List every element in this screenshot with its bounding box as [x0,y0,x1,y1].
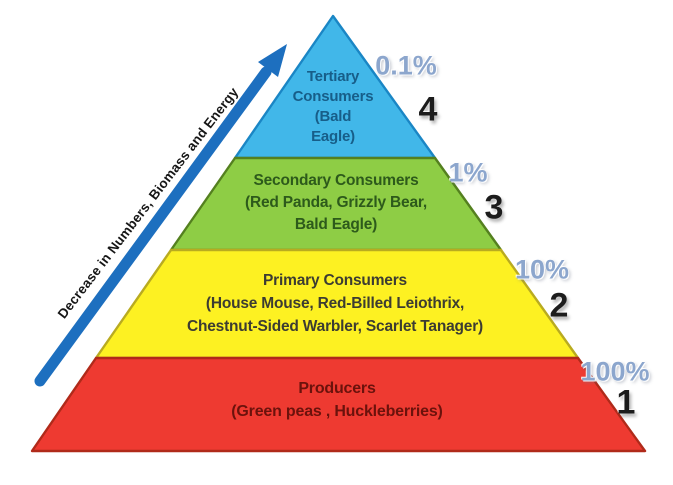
level-shape-producers [30,356,647,453]
percent-label-secondary-consumers: 1% [448,157,488,188]
percent-label-tertiary-consumers: 0.1% [375,50,437,81]
level-label-primary-consumers: Primary Consumers (House Mouse, Red-Bill… [186,272,484,335]
decrease-arrow-shaft [34,66,272,387]
rank-number-secondary-consumers: 3 [484,188,504,227]
level-label-tertiary-consumers: Tertiary Consumers (Bald Eagle) [292,68,374,145]
level-label-producers: Producers (Green peas , Huckleberries) [231,380,443,420]
decrease-arrow-head [258,44,287,77]
rank-number-tertiary-consumers: 4 [418,90,438,129]
rank-number-primary-consumers: 2 [549,286,569,325]
level-label-secondary-consumers: Secondary Consumers (Red Panda, Grizzly … [245,172,427,233]
rank-number-producers: 1 [616,383,636,422]
percent-label-producers: 100% [580,356,650,387]
percent-label-primary-consumers: 10% [514,254,570,285]
